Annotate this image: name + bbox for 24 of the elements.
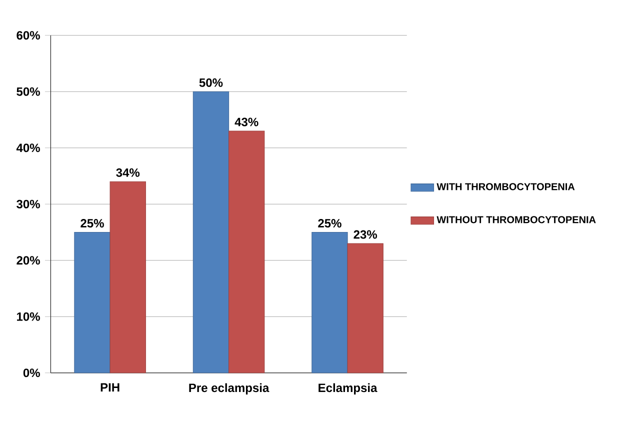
data-label: 25% [318, 218, 342, 228]
data-label: 34% [116, 168, 140, 177]
x-tick-label: PIH [100, 383, 120, 392]
bar [110, 181, 146, 374]
y-tick-label: 10% [17, 312, 40, 321]
bar [347, 243, 384, 374]
bar [228, 130, 265, 374]
data-label: 50% [199, 78, 223, 87]
data-label: 23% [354, 230, 378, 239]
legend-label: WITH THROMBOCYTOPENIA [436, 183, 575, 190]
data-label: 25% [80, 218, 104, 228]
y-tick-label: 20% [16, 256, 40, 265]
bar [74, 232, 110, 374]
data-label: 43% [234, 118, 258, 126]
x-tick-label: Pre eclampsia [189, 383, 270, 394]
y-tick-label: 30% [16, 200, 40, 208]
bar [312, 232, 348, 374]
y-tick-label: 50% [16, 87, 40, 96]
bar [192, 91, 230, 374]
x-tick-label: Eclampsia [318, 383, 378, 394]
y-tick-label: 40% [16, 143, 40, 152]
y-tick-label: 0% [23, 368, 40, 378]
legend-label: WITHOUT THROMBOCYTOPENIA [436, 216, 596, 224]
y-tick-label: 60% [16, 30, 40, 40]
